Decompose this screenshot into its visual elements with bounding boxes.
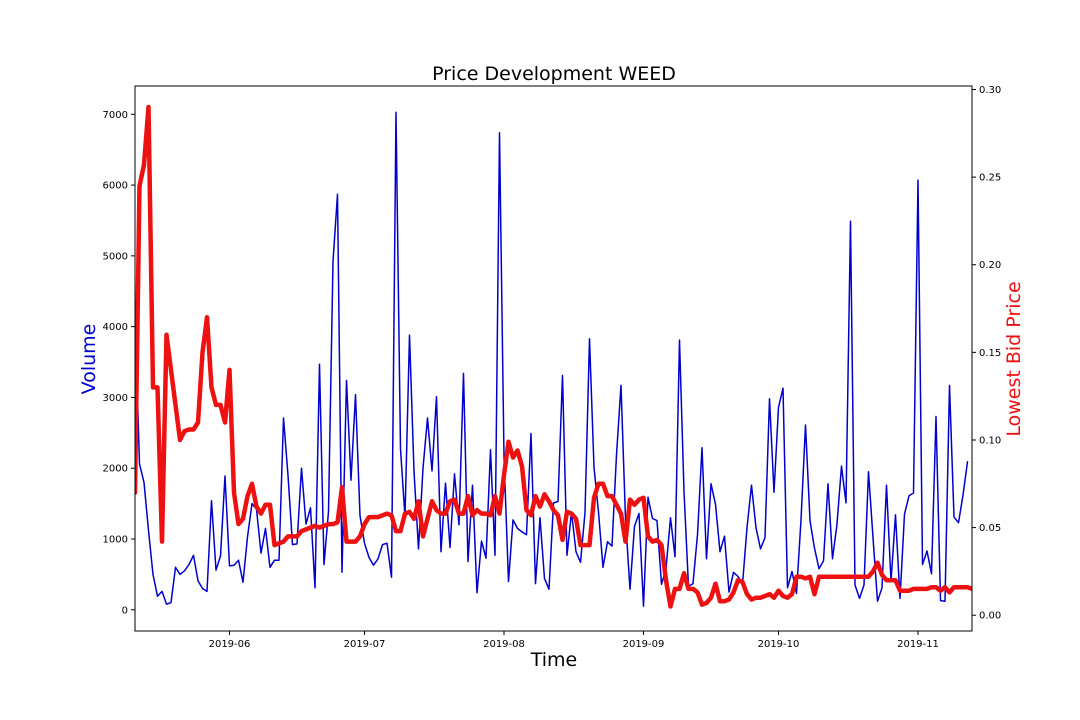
y-right-tick-label: 0.10 <box>979 435 1001 446</box>
plot-frame <box>134 85 973 632</box>
y-left-tick-label: 6000 <box>103 181 128 192</box>
chart-title: Price Development WEED <box>432 63 676 85</box>
price-series-line <box>135 104 972 609</box>
y-right-tick-label: 0.25 <box>979 173 1001 184</box>
y-right-tick-label: 0.30 <box>979 85 1001 96</box>
x-tick-label: 2019-07 <box>344 639 386 650</box>
y-right-tick-label: 0.20 <box>979 260 1001 271</box>
y-axis-right-label: Lowest Bid Price <box>1003 281 1025 436</box>
x-tick-label: 2019-11 <box>897 639 939 650</box>
y-left-tick-label: 2000 <box>103 464 128 475</box>
y-axis-left-label: Volume <box>78 324 100 395</box>
y-left-tick-label: 3000 <box>103 393 128 404</box>
x-tick-label: 2019-10 <box>758 639 800 650</box>
x-tick-label: 2019-08 <box>483 639 525 650</box>
x-tick-label: 2019-09 <box>623 639 665 650</box>
y-left-tick-label: 1000 <box>103 534 128 545</box>
series-layer <box>135 104 972 609</box>
y-left-tick-label: 0 <box>122 605 128 616</box>
volume-series-line <box>135 111 969 607</box>
y-right-tick-label: 0.15 <box>979 348 1001 359</box>
y-right-tick-label: 0.05 <box>979 523 1001 534</box>
x-axis-label: Time <box>530 649 578 671</box>
axes: 2019-06 2019-07 2019-08 2019-09 2019-10 2019-… <box>103 85 1002 650</box>
y-left-tick-label: 4000 <box>103 322 128 333</box>
x-tick-label: 2019-06 <box>209 639 251 650</box>
y-left-tick-label: 5000 <box>103 251 128 262</box>
y-left-tick-label: 7000 <box>103 110 128 121</box>
y-right-tick-label: 0.00 <box>979 611 1001 622</box>
